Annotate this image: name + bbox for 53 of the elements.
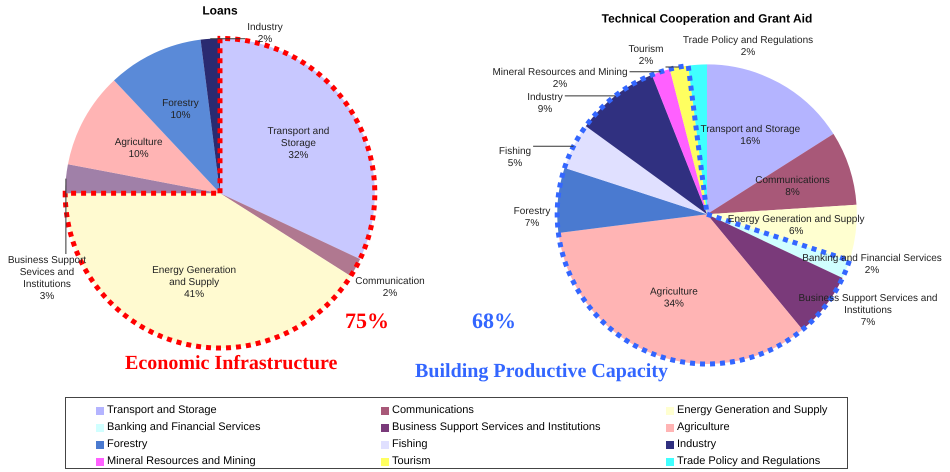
data-label: 2% bbox=[552, 78, 568, 90]
data-label: 8% bbox=[785, 187, 800, 198]
slice-label: Agriculture bbox=[114, 137, 163, 148]
data-label: 10% bbox=[128, 149, 149, 160]
data-label: 7% bbox=[524, 218, 540, 229]
text: Building Productive Capacity bbox=[415, 360, 668, 383]
data-label: 6% bbox=[788, 226, 804, 238]
data-label: 7% bbox=[860, 316, 876, 328]
slice-label: Fishing bbox=[498, 146, 532, 157]
slice-label: Communication bbox=[355, 276, 425, 287]
legend-label: Tourism bbox=[392, 454, 431, 469]
legend-label: Fishing bbox=[392, 437, 428, 452]
legend-label: Mineral Resources and Mining bbox=[107, 454, 256, 469]
slice-label: Transport and Storage bbox=[700, 124, 801, 136]
legend-label: Business Support Services and Institutions bbox=[392, 420, 601, 435]
legend-label: Banking and Financial Services bbox=[107, 420, 260, 435]
legend-label: Transport and Storage bbox=[107, 403, 217, 418]
slice-label: Industry bbox=[247, 22, 283, 33]
data-label: 2% bbox=[864, 264, 880, 276]
data-label: 2% bbox=[638, 56, 654, 67]
data-label: 41% bbox=[184, 289, 204, 300]
data-label: 2% bbox=[382, 288, 398, 299]
data-label: 2% bbox=[740, 46, 756, 58]
slice-label: Business Support Sevices and Institutions bbox=[8, 254, 86, 290]
slice-label: Energy Generation and Supply bbox=[728, 214, 865, 226]
data-label: 16% bbox=[740, 136, 760, 148]
slice-label: Tourism bbox=[628, 44, 664, 55]
slice-label: Forestry bbox=[162, 98, 199, 109]
legend-label: Industry bbox=[677, 437, 716, 452]
legend-label: Forestry bbox=[107, 437, 148, 452]
legend-label: Agriculture bbox=[677, 420, 730, 435]
data-label: 34% bbox=[664, 298, 684, 310]
data-label: 2% bbox=[258, 34, 272, 45]
legend-label: Communications bbox=[392, 403, 474, 418]
data-label: 3% bbox=[40, 290, 54, 302]
data-label: 9% bbox=[538, 104, 552, 115]
slice-label: Transport and Storage bbox=[267, 126, 330, 150]
data-label: 32% bbox=[288, 150, 309, 162]
slice-label: Agriculture bbox=[650, 286, 698, 298]
text: Economic Infrastructure bbox=[125, 352, 338, 375]
slice-label: Industry bbox=[527, 92, 563, 103]
data-label: 5% bbox=[508, 158, 522, 169]
text: 75% bbox=[345, 308, 389, 334]
text: 68% bbox=[472, 308, 516, 334]
slice-label: Trade Policy and Regulations bbox=[682, 34, 814, 46]
legend-label: Trade Policy and Regulations bbox=[677, 454, 820, 469]
slice-label: Mineral Resources and Mining bbox=[492, 66, 628, 78]
chart-title: Technical Cooperation and Grant Aid bbox=[602, 12, 812, 26]
slice-label: Forestry bbox=[514, 206, 550, 217]
slice-label: Energy Generation and Supply bbox=[152, 265, 236, 288]
legend-label: Energy Generation and Supply bbox=[677, 403, 828, 418]
data-label: 10% bbox=[170, 110, 191, 121]
chart-title: Loans bbox=[202, 4, 238, 18]
